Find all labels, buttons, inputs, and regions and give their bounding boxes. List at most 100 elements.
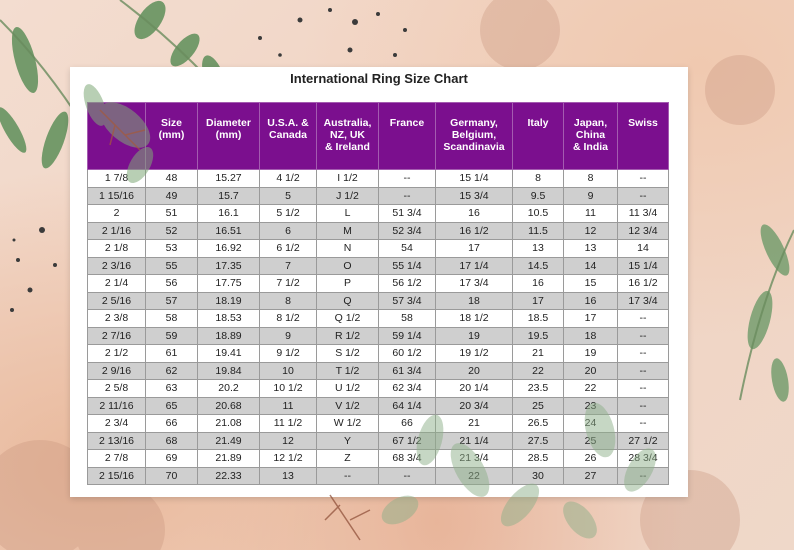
table-cell: 15.7 (197, 186, 260, 205)
table-cell: J 1/2 (316, 186, 379, 205)
table-cell: 14 (563, 256, 618, 275)
table-cell: 52 (145, 221, 198, 240)
table-cell: 20.2 (197, 379, 260, 398)
table-cell: 11 (259, 396, 317, 415)
table-cell: 21 1/4 (435, 431, 513, 450)
table-cell: 48 (145, 169, 198, 188)
table-cell: 2 3/4 (87, 414, 146, 433)
table-cell: 5 (259, 186, 317, 205)
table-cell: 9.5 (512, 186, 564, 205)
table-cell: 6 (259, 221, 317, 240)
table-cell: 27.5 (512, 431, 564, 450)
table-cell: 2 13/16 (87, 431, 146, 450)
table-cell: Q (316, 291, 379, 310)
table-cell: R 1/2 (316, 326, 379, 345)
table-cell: -- (378, 169, 436, 188)
table-cell: 2 11/16 (87, 396, 146, 415)
table-row: 2 5/16 57 18.19 8 Q 57 3/4 18 17 16 17 3/4 (87, 291, 669, 310)
table-cell: 21 (512, 344, 564, 363)
table-cell: 22 (563, 379, 618, 398)
table-row: 2 15/16 70 22.33 13 -- -- 22 30 27 -- (87, 466, 669, 485)
table-cell: 17.75 (197, 274, 260, 293)
table-cell: 27 1/2 (617, 431, 669, 450)
table-row: 2 13/16 68 21.49 12 Y 67 1/2 21 1/4 27.5 25 27 1/… (87, 431, 669, 450)
table-row: 2 1/16 52 16.51 6 M 52 3/4 16 1/2 11.5 12 12 3/4 (87, 221, 669, 240)
table-cell: 49 (145, 186, 198, 205)
table-cell: 2 3/8 (87, 309, 146, 328)
table-cell: 63 (145, 379, 198, 398)
table-cell: 17 3/4 (435, 274, 513, 293)
table-cell: 21 (435, 414, 513, 433)
column-header: U.S.A. & Canada (259, 102, 317, 170)
table-cell: 17 (435, 239, 513, 258)
table-cell: 13 (512, 239, 564, 258)
table-cell: 7 1/2 (259, 274, 317, 293)
table-cell: 20 1/4 (435, 379, 513, 398)
table-cell: 27 (563, 466, 618, 485)
table-cell: 8 (259, 291, 317, 310)
table-row: 2 51 16.1 5 1/2 L 51 3/4 16 10.5 11 11 3/4 (87, 204, 669, 223)
table-cell: 61 (145, 344, 198, 363)
table-cell: 13 (259, 466, 317, 485)
table-cell: 9 1/2 (259, 344, 317, 363)
table-cell: 12 (563, 221, 618, 240)
table-cell: -- (617, 309, 669, 328)
table-cell: 17 (512, 291, 564, 310)
table-cell: -- (617, 186, 669, 205)
table-cell: 70 (145, 466, 198, 485)
column-header: Swiss (617, 102, 669, 170)
table-cell: 59 1/4 (378, 326, 436, 345)
table-cell: 55 (145, 256, 198, 275)
table-cell: 2 1/4 (87, 274, 146, 293)
table-cell: 22 (435, 466, 513, 485)
table-cell: 62 (145, 361, 198, 380)
table-cell: 14.5 (512, 256, 564, 275)
table-cell: 19.5 (512, 326, 564, 345)
table-cell: -- (617, 414, 669, 433)
table-cell: 21.49 (197, 431, 260, 450)
table-cell: 51 (145, 204, 198, 223)
table-cell: -- (378, 186, 436, 205)
table-row: 2 3/16 55 17.35 7 O 55 1/4 17 1/4 14.5 14 15 1/4 (87, 256, 669, 275)
table-cell: Y (316, 431, 379, 450)
table-cell: 14 (617, 239, 669, 258)
table-cell: 17.35 (197, 256, 260, 275)
table-cell: -- (617, 344, 669, 363)
table-cell: -- (617, 361, 669, 380)
table-cell: 20 3/4 (435, 396, 513, 415)
table-cell: 12 1/2 (259, 449, 317, 468)
table-cell: 16 (563, 291, 618, 310)
table-cell: -- (617, 396, 669, 415)
table-cell: 28.5 (512, 449, 564, 468)
table-cell: I 1/2 (316, 169, 379, 188)
table-cell: 30 (512, 466, 564, 485)
table-cell: 60 1/2 (378, 344, 436, 363)
table-cell: 20.68 (197, 396, 260, 415)
table-cell: 68 3/4 (378, 449, 436, 468)
table-cell: 54 (378, 239, 436, 258)
table-cell: 15 1/4 (617, 256, 669, 275)
table-cell: 17 1/4 (435, 256, 513, 275)
table-cell: 16 1/2 (617, 274, 669, 293)
table-cell: 19.41 (197, 344, 260, 363)
table-cell: 62 3/4 (378, 379, 436, 398)
table-cell: 21.89 (197, 449, 260, 468)
column-header: Size (mm) (145, 102, 198, 170)
table-cell: 56 1/2 (378, 274, 436, 293)
twig-overlay-bottom (324, 494, 371, 541)
table-row: 2 9/16 62 19.84 10 T 1/2 61 3/4 20 22 20 -- (87, 361, 669, 380)
table-cell: 65 (145, 396, 198, 415)
table-cell: 21.08 (197, 414, 260, 433)
table-cell: 19 (563, 344, 618, 363)
table-cell: 26 (563, 449, 618, 468)
table-cell: 59 (145, 326, 198, 345)
table-cell: 51 3/4 (378, 204, 436, 223)
table-cell: 67 1/2 (378, 431, 436, 450)
table-row: 2 3/4 66 21.08 11 1/2 W 1/2 66 21 26.5 24 -- (87, 414, 669, 433)
table-cell: 18 1/2 (435, 309, 513, 328)
table-body: 1 7/8 48 15.27 4 1/2 I 1/2 -- 15 1/4 8 8 -- 1 15/1… (87, 169, 669, 485)
table-cell: 9 (563, 186, 618, 205)
table-cell: 20 (563, 361, 618, 380)
table-cell: 68 (145, 431, 198, 450)
table-cell: 19 (435, 326, 513, 345)
